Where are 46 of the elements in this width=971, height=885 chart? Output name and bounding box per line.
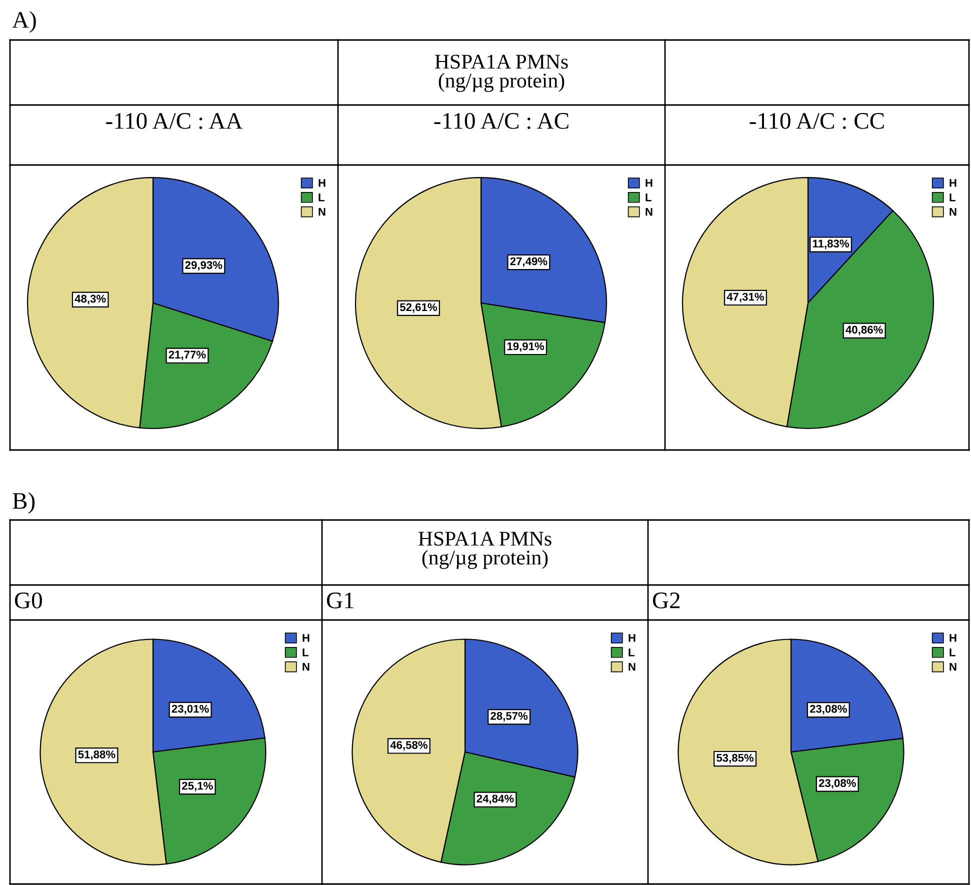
chart-title: G0 — [14, 592, 42, 608]
data-label: 23,01% — [172, 704, 209, 714]
data-label: 24,84% — [476, 794, 514, 804]
text: B) — [12, 492, 35, 514]
legend-label: L — [950, 648, 956, 656]
chart-subtitle: HSPA1A PMNs (ng/µg protein) — [418, 532, 552, 569]
legend-label: H — [646, 179, 652, 187]
legend-label: L — [302, 648, 308, 656]
legend-label: N — [950, 662, 956, 671]
data-label: 28,57% — [490, 712, 528, 722]
legend-label: H — [628, 634, 636, 642]
data-label: 29,93% — [185, 261, 222, 271]
data-label: 27,49% — [510, 257, 548, 267]
legend-label: H — [318, 179, 326, 187]
legend-label: N — [628, 662, 636, 671]
data-label: 23,08% — [818, 779, 856, 789]
data-label: 48,3% — [74, 294, 106, 304]
chart-title: -110 A/C : AA — [106, 112, 243, 130]
data-label: 21,77% — [168, 350, 206, 360]
legend-label: N — [950, 208, 956, 216]
legend-label: L — [950, 194, 956, 202]
chart-title: -110 A/C : CC — [750, 112, 884, 130]
legend-label: H — [950, 634, 956, 642]
legend-label: N — [646, 208, 652, 216]
data-label: 52,61% — [400, 303, 438, 313]
data-label: 46,58% — [390, 741, 428, 751]
data-label: 23,08% — [810, 704, 847, 714]
chart-title: -110 A/C : AC — [434, 112, 568, 130]
legend-label: N — [318, 208, 326, 216]
chart-subtitle: HSPA1A PMNs (ng/µg protein) — [435, 54, 568, 92]
data-label: 47,31% — [726, 292, 764, 302]
legend-label: H — [950, 179, 956, 187]
chart-title: G1 — [326, 592, 354, 608]
data-label: 19,91% — [507, 342, 544, 352]
data-label: 25,1% — [182, 782, 213, 792]
data-label: 53,85% — [716, 754, 754, 764]
data-label: 40,86% — [846, 326, 883, 336]
legend-label: L — [318, 194, 324, 202]
legend-label: H — [302, 634, 310, 642]
legend-label: L — [646, 194, 652, 202]
data-label: 51,88% — [78, 750, 116, 760]
legend-label: N — [302, 662, 310, 671]
legend-label: L — [628, 648, 634, 656]
text: A) — [12, 11, 36, 33]
chart-title: G2 — [652, 592, 680, 608]
data-label: 11,83% — [812, 240, 850, 250]
